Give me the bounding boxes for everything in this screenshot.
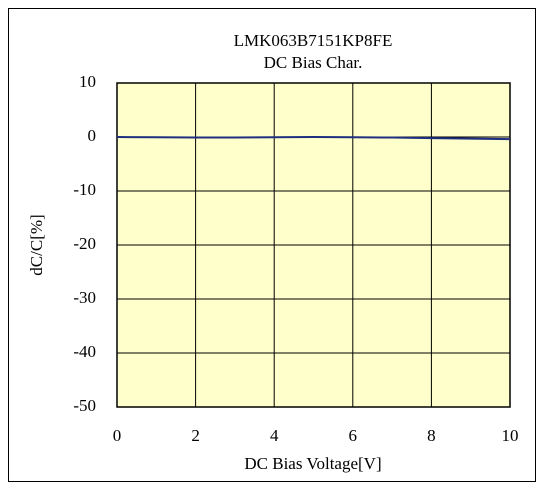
chart-title: LMK063B7151KP8FE [234,31,393,50]
x-tick-label: 0 [113,426,122,445]
x-tick-label: 10 [502,426,519,445]
y-tick-label: 0 [88,126,97,145]
y-tick-label: -40 [73,342,96,361]
x-tick-label: 8 [427,426,436,445]
y-tick-label: -50 [73,396,96,415]
y-tick-label: 10 [79,72,96,91]
chart-subtitle: DC Bias Char. [264,53,363,72]
x-tick-label: 6 [349,426,358,445]
y-tick-label: -20 [73,234,96,253]
y-tick-label: -30 [73,288,96,307]
y-axis-label: dC/C[%] [27,214,46,275]
x-tick-label: 4 [270,426,279,445]
x-tick-label: 2 [191,426,200,445]
data-line [116,135,511,141]
plot-border [116,82,511,408]
x-axis-label: DC Bias Voltage[V] [244,454,381,473]
y-tick-label: -10 [73,180,96,199]
